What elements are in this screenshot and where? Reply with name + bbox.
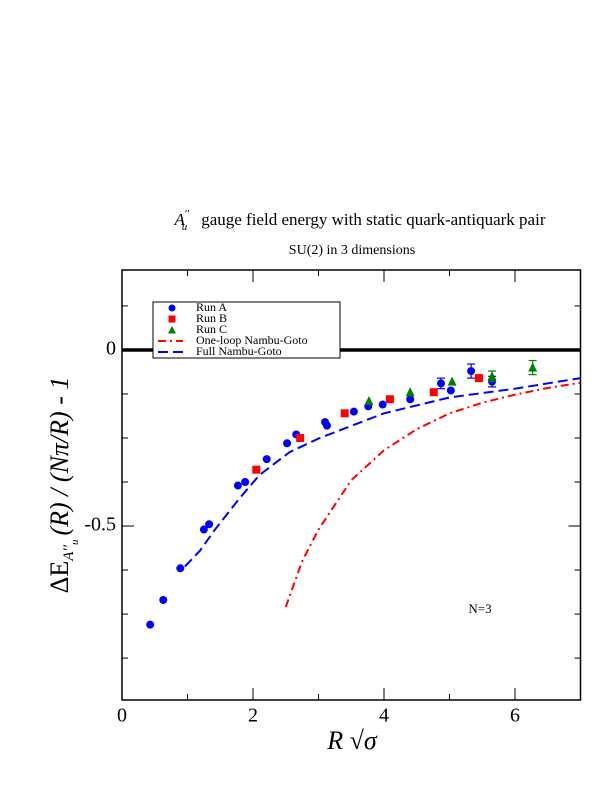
point [378, 400, 387, 409]
point [340, 409, 349, 418]
legend-label: One-loop Nambu-Goto [196, 333, 308, 347]
point [296, 433, 305, 442]
legend-swatch [168, 326, 176, 334]
point [528, 362, 538, 372]
point [447, 376, 457, 386]
y-label-sub: A′′ [61, 544, 77, 561]
point [405, 387, 415, 397]
point [205, 520, 214, 529]
legend-label: Run C [196, 322, 227, 336]
point [252, 465, 261, 474]
point [241, 478, 250, 487]
y-axis-label: ΔEA′′u (R) / (Nπ/R) - 1 [45, 377, 81, 594]
title-symbol-sub: u [182, 221, 188, 233]
chart-subtitle: SU(2) in 3 dimensions [289, 243, 415, 258]
title-symbol: A [174, 210, 186, 229]
x-tick-label: 4 [379, 705, 389, 727]
point [385, 395, 394, 404]
title-symbol-sup: ′′ [185, 208, 190, 220]
y-label-rest: (R) / (Nπ/R) - 1 [45, 377, 74, 536]
point [323, 421, 332, 430]
point [283, 439, 292, 448]
legend-box [152, 301, 341, 359]
x-tick-label: 6 [510, 705, 520, 727]
point [467, 367, 476, 376]
x-tick-label: 2 [248, 705, 258, 727]
point [436, 379, 445, 388]
series-line [284, 381, 581, 608]
point [262, 455, 271, 464]
series-line [184, 377, 581, 568]
point [159, 595, 168, 604]
y-tick-label: 0 [106, 338, 116, 360]
point [429, 388, 438, 397]
point [446, 386, 455, 395]
legend-swatch [168, 304, 176, 312]
point [146, 620, 155, 629]
plot-frame [121, 269, 582, 701]
point [364, 396, 374, 406]
point [176, 564, 185, 573]
x-tick-label: 0 [117, 705, 127, 727]
y-label-main: ΔE [45, 561, 74, 594]
y-label-subsub: u [69, 539, 81, 545]
legend-label: Run B [196, 311, 227, 325]
point [487, 371, 497, 381]
point [199, 525, 208, 534]
legend-label: Full Nambu-Goto [196, 344, 282, 358]
point [349, 407, 358, 416]
legend-label: Run A [196, 300, 227, 314]
title-text: gauge field energy with static quark-ant… [201, 210, 546, 229]
point [233, 481, 242, 490]
annotation: N=3 [468, 601, 491, 616]
x-axis-label: R √σ [326, 726, 378, 755]
y-tick-label: -0.5 [84, 514, 116, 536]
point [406, 395, 415, 404]
point [474, 374, 483, 383]
chart-title: A′′ u gauge field energy with static quark… [174, 208, 546, 233]
legend-swatch [168, 315, 176, 323]
